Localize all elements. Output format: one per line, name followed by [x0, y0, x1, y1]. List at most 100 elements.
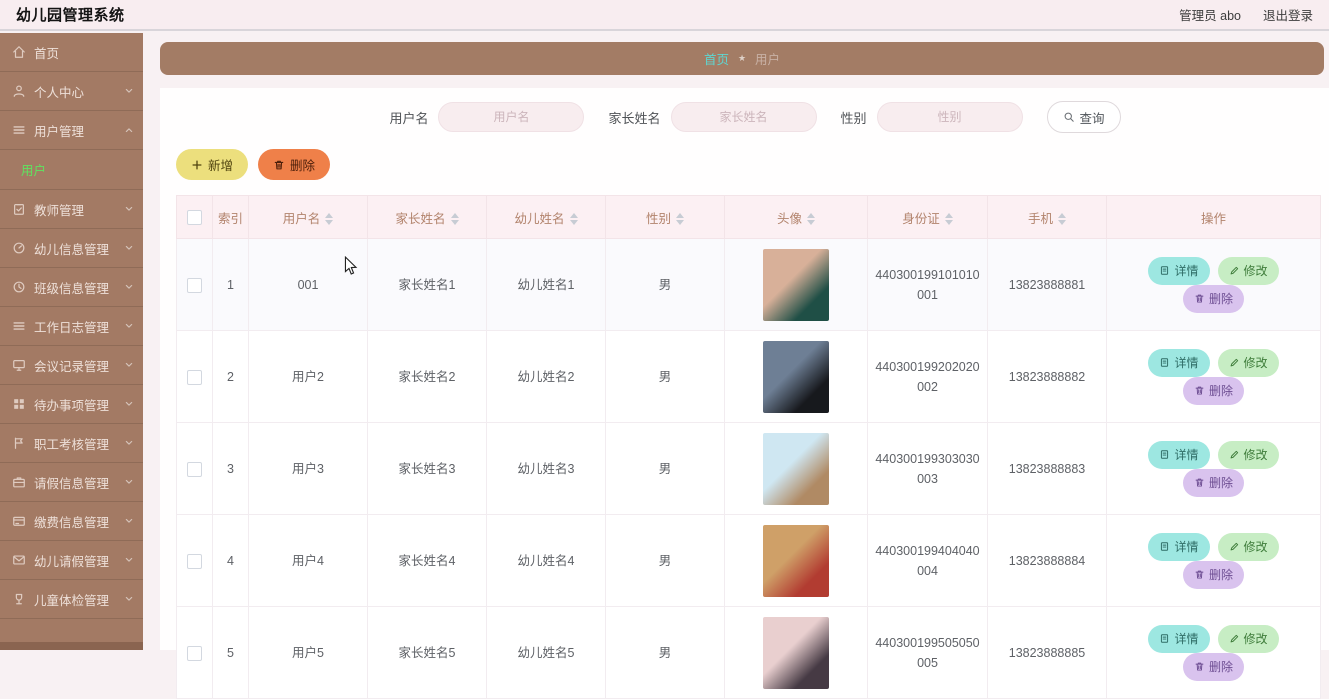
cell-id-card: 440300199101010001 — [867, 238, 988, 331]
edit-button[interactable]: 修改 — [1217, 624, 1279, 653]
sidebar-item-3[interactable]: 教师管理 — [0, 190, 143, 229]
edit-button[interactable]: 修改 — [1217, 440, 1279, 469]
sidebar-item-12[interactable]: 幼儿请假管理 — [0, 541, 143, 580]
sidebar-item-13[interactable]: 儿童体检管理 — [0, 580, 143, 619]
detail-button[interactable]: 详情 — [1148, 624, 1210, 653]
sort-carets-icon[interactable] — [325, 213, 334, 226]
cell-child-name: 幼儿姓名3 — [486, 422, 606, 515]
sidebar-item-11[interactable]: 缴费信息管理 — [0, 502, 143, 541]
edit-button[interactable]: 修改 — [1217, 532, 1279, 561]
chevron-down-icon — [123, 554, 135, 566]
edit-button[interactable]: 修改 — [1217, 256, 1279, 285]
row-checkbox[interactable] — [187, 461, 202, 477]
detail-button[interactable]: 详情 — [1148, 348, 1210, 377]
cell-username: 用户4 — [248, 514, 368, 607]
app-title: 幼儿园管理系统 — [16, 7, 125, 24]
plus-icon — [191, 159, 203, 171]
sidebar-item-partial[interactable] — [0, 642, 143, 650]
header-4[interactable]: 幼儿姓名 — [486, 195, 606, 239]
detail-button[interactable]: 详情 — [1148, 256, 1210, 285]
card-icon — [12, 514, 26, 528]
breadcrumb-current: 用户 — [755, 53, 781, 67]
row-checkbox[interactable] — [187, 369, 202, 385]
sidebar-item-8[interactable]: 待办事项管理 — [0, 385, 143, 424]
cell-index: 2 — [212, 330, 249, 423]
username-label: 用户名 — [389, 110, 429, 126]
query-button[interactable]: 查询 — [1046, 101, 1121, 133]
cell-username: 用户5 — [248, 606, 368, 699]
pen-icon — [1229, 357, 1240, 368]
sidebar-item-1[interactable]: 个人中心 — [0, 72, 143, 111]
table-row: 4 用户4 家长姓名4 幼儿姓名4 男 440300199404040004 1… — [176, 514, 1321, 607]
sort-carets-icon[interactable] — [944, 213, 953, 226]
header-select-all[interactable] — [176, 195, 213, 239]
chevron-down-icon — [123, 476, 135, 488]
row-delete-button[interactable]: 删除 — [1182, 468, 1244, 497]
username-input[interactable] — [438, 102, 585, 132]
cell-id-card: 440300199202020002 — [867, 330, 988, 423]
add-button[interactable]: 新增 — [176, 149, 249, 180]
clock-icon — [12, 280, 26, 294]
sort-carets-icon[interactable] — [569, 213, 578, 226]
pen-icon — [1229, 449, 1240, 460]
detail-button[interactable]: 详情 — [1148, 440, 1210, 469]
sidebar-item-10[interactable]: 请假信息管理 — [0, 463, 143, 502]
clipboard-icon — [12, 202, 26, 216]
cell-actions: 详情 修改 删除 — [1106, 330, 1321, 423]
row-delete-button[interactable]: 删除 — [1182, 284, 1244, 313]
select-all-checkbox[interactable] — [187, 209, 202, 225]
logout-link[interactable]: 退出登录 — [1262, 9, 1313, 23]
parent-name-input[interactable] — [670, 102, 817, 132]
edit-button[interactable]: 修改 — [1217, 348, 1279, 377]
breadcrumb-home[interactable]: 首页 — [703, 53, 729, 67]
cell-actions: 详情 修改 删除 — [1106, 422, 1321, 515]
sort-carets-icon[interactable] — [1058, 213, 1066, 226]
cell-child-name: 幼儿姓名4 — [486, 514, 606, 607]
detail-button[interactable]: 详情 — [1148, 532, 1210, 561]
header-3[interactable]: 家长姓名 — [367, 195, 487, 239]
sidebar-item-2[interactable]: 用户管理 — [0, 111, 143, 150]
sidebar-item-4[interactable]: 幼儿信息管理 — [0, 229, 143, 268]
grid-icon — [12, 397, 26, 411]
sidebar-item-9[interactable]: 职工考核管理 — [0, 424, 143, 463]
row-delete-button[interactable]: 删除 — [1182, 652, 1244, 681]
sort-carets-icon[interactable] — [450, 213, 459, 226]
table-row: 2 用户2 家长姓名2 幼儿姓名2 男 440300199202020002 1… — [176, 330, 1321, 423]
parent-name-label: 家长姓名 — [608, 110, 661, 126]
cell-index: 1 — [212, 238, 249, 331]
delete-button[interactable]: 删除 — [258, 149, 331, 180]
cell-phone: 13823888885 — [987, 606, 1107, 699]
sidebar-item-5[interactable]: 班级信息管理 — [0, 268, 143, 307]
header-6[interactable]: 头像 — [724, 195, 868, 239]
header-1: 索引 — [212, 195, 249, 239]
row-checkbox[interactable] — [187, 645, 202, 661]
row-checkbox[interactable] — [187, 553, 202, 569]
mail-icon — [12, 553, 26, 567]
document-icon — [1159, 265, 1170, 276]
header-2[interactable]: 用户名 — [248, 195, 368, 239]
pen-icon — [1229, 541, 1240, 552]
header-8[interactable]: 手机 — [987, 195, 1107, 239]
avatar-image — [763, 432, 829, 505]
cell-phone: 13823888882 — [987, 330, 1107, 423]
sort-carets-icon[interactable] — [807, 213, 815, 226]
cell-index: 5 — [212, 606, 249, 699]
gender-input[interactable] — [876, 102, 1023, 132]
row-delete-button[interactable]: 删除 — [1182, 376, 1244, 405]
cell-parent-name: 家长姓名4 — [367, 514, 487, 607]
sidebar-item-6[interactable]: 工作日志管理 — [0, 307, 143, 346]
row-checkbox[interactable] — [187, 277, 202, 293]
sidebar-subitem[interactable]: 用户 — [0, 150, 143, 190]
row-delete-button[interactable]: 删除 — [1182, 560, 1244, 589]
cell-id-card: 440300199404040004 — [867, 514, 988, 607]
table-row: 3 用户3 家长姓名3 幼儿姓名3 男 440300199303030003 1… — [176, 422, 1321, 515]
header-7[interactable]: 身份证 — [867, 195, 988, 239]
users-table: 索引 用户名 家长姓名 幼儿姓名 性别 头像 身份证 手机 操作 1 001 家长姓名1 幼儿姓… — [176, 195, 1321, 699]
sort-carets-icon[interactable] — [676, 213, 684, 226]
cell-username: 用户3 — [248, 422, 368, 515]
document-icon — [1159, 541, 1170, 552]
sidebar-item-0[interactable]: 首页 — [0, 33, 143, 72]
sidebar-item-7[interactable]: 会议记录管理 — [0, 346, 143, 385]
header-5[interactable]: 性别 — [605, 195, 725, 239]
monitor-icon — [12, 358, 26, 372]
